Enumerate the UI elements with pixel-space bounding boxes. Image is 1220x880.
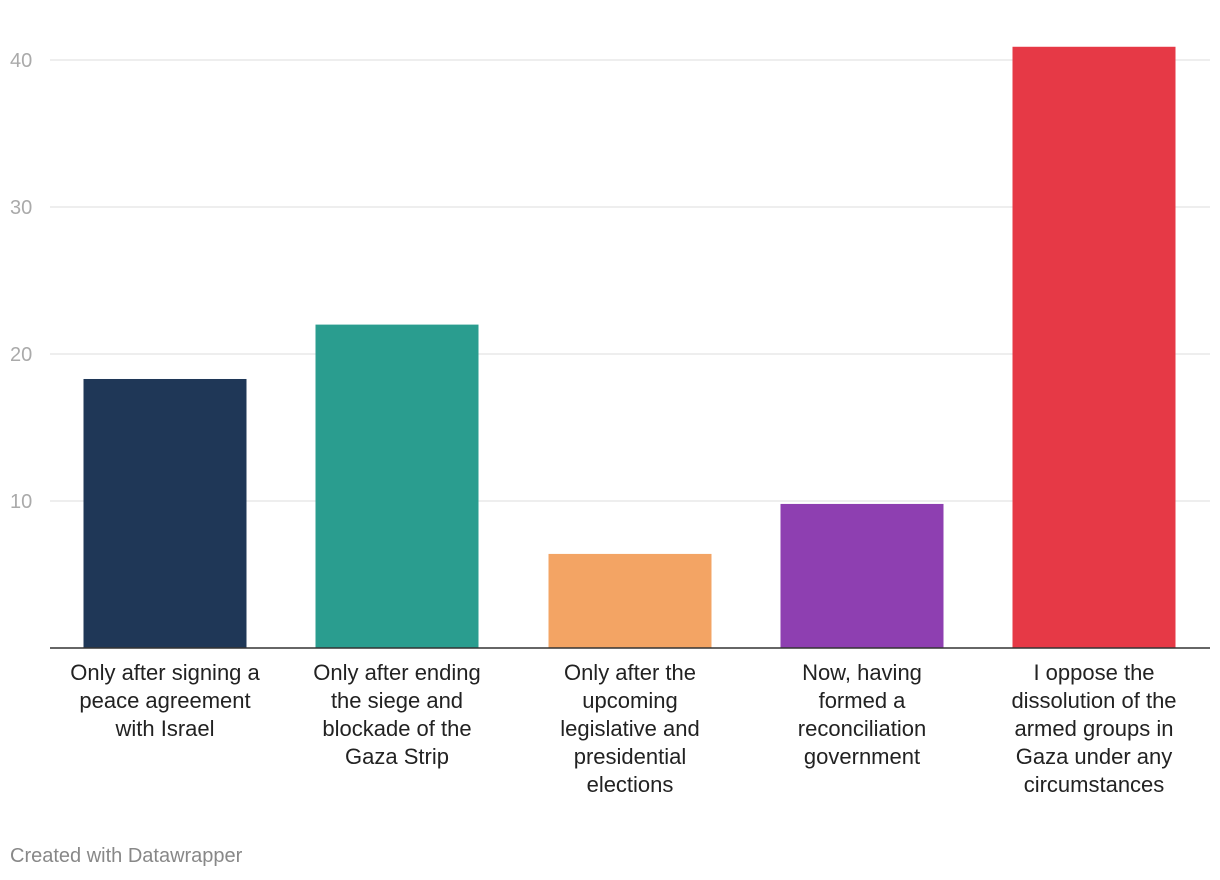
x-category-label: Only after signing a peace agreement with … — [70, 660, 260, 741]
x-category-label: Only after ending the siege and blockade o… — [313, 660, 481, 769]
x-category-label: Now, having formed a reconciliation governm… — [798, 660, 926, 769]
x-category-label-line: circumstances — [1024, 772, 1165, 797]
bar — [548, 553, 712, 648]
x-category-label-line: elections — [587, 772, 674, 797]
bar — [1012, 46, 1176, 648]
x-category-label-line: Gaza under any — [1016, 744, 1173, 769]
bar-chart: 10 20 30 40 Only after signing a peace agree… — [10, 46, 1210, 797]
bar — [83, 378, 247, 648]
x-category-label-line: Gaza Strip — [345, 744, 449, 769]
y-tick-label: 30 — [10, 197, 32, 219]
x-category-label-line: reconciliation — [798, 716, 926, 741]
x-category-label-line: I oppose the — [1033, 660, 1154, 685]
x-category-label-line: with Israel — [114, 716, 214, 741]
y-axis-ticks: 10 20 30 40 — [10, 50, 32, 513]
x-category-label-line: legislative and — [560, 716, 699, 741]
x-category-label-line: Only after signing a — [70, 660, 260, 685]
x-category-label-line: government — [804, 744, 920, 769]
x-category-label-line: Only after the — [564, 660, 696, 685]
y-tick-label: 40 — [10, 50, 32, 72]
bar — [315, 324, 479, 648]
bar — [780, 503, 944, 648]
category-labels: Only after signing a peace agreement with … — [70, 660, 1176, 797]
x-category-label-line: formed a — [819, 688, 907, 713]
x-category-label: Only after the upcoming legislative and pre… — [560, 660, 699, 797]
x-category-label-line: dissolution of the — [1011, 688, 1176, 713]
y-tick-label: 10 — [10, 491, 32, 513]
x-category-label-line: Now, having — [802, 660, 922, 685]
x-category-label-line: blockade of the — [322, 716, 471, 741]
chart-credit: Created with Datawrapper — [10, 845, 243, 867]
x-category-label-line: peace agreement — [79, 688, 250, 713]
x-category-label-line: Only after ending — [313, 660, 481, 685]
y-tick-label: 20 — [10, 344, 32, 366]
bars — [83, 46, 1176, 648]
x-category-label-line: upcoming — [582, 688, 677, 713]
x-category-label-line: the siege and — [331, 688, 463, 713]
x-category-label: I oppose the dissolution of the armed grou… — [1011, 660, 1176, 797]
x-category-label-line: presidential — [574, 744, 687, 769]
x-category-label-line: armed groups in — [1015, 716, 1174, 741]
